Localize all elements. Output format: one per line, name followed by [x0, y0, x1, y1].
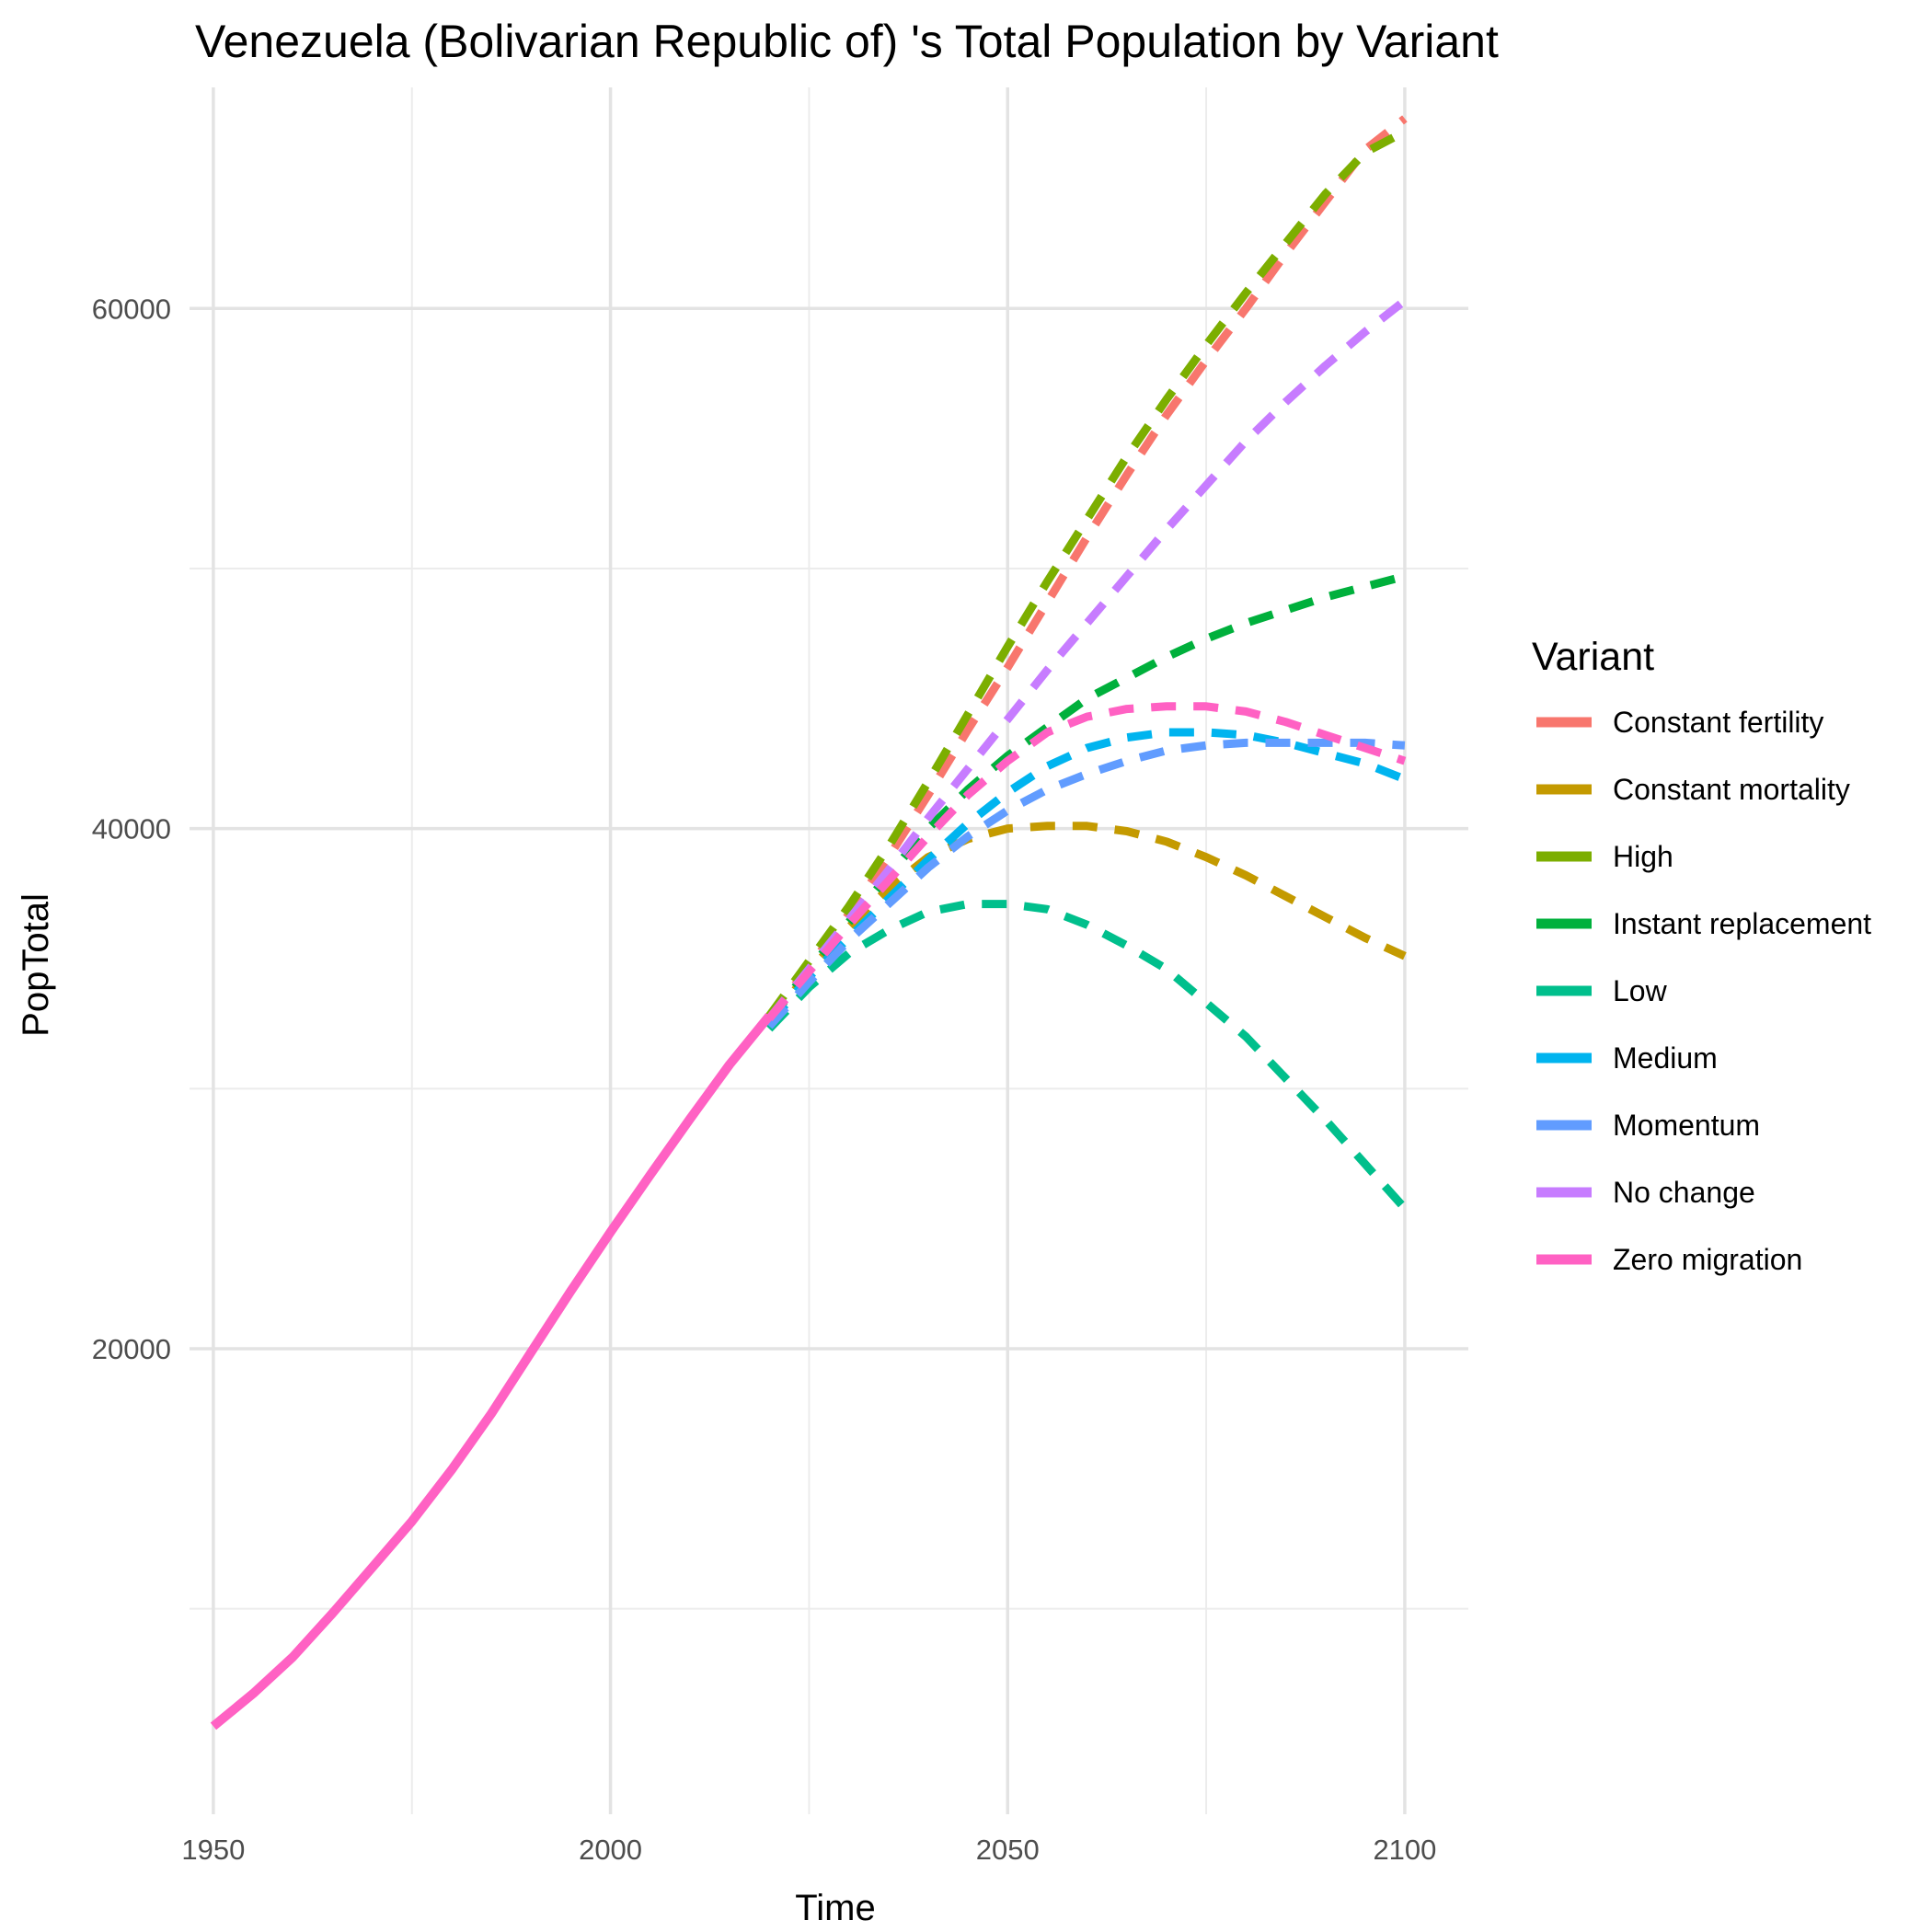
y-tick-label-40000: 40000: [92, 813, 171, 845]
series-line-no-change: [765, 297, 1408, 1021]
legend-label-instant-replacement: Instant replacement: [1613, 907, 1871, 940]
x-tick-label-2050: 2050: [976, 1834, 1040, 1866]
series-line-medium: [765, 728, 1407, 1027]
legend-label-medium: Medium: [1613, 1041, 1718, 1075]
y-tick-label-60000: 60000: [92, 293, 171, 325]
series-line-momentum: [765, 738, 1406, 1029]
legend-label-zero-migration: Zero migration: [1613, 1243, 1802, 1276]
legend-label-constant-fertility: Constant fertility: [1613, 706, 1823, 739]
series-line-high: [765, 128, 1407, 1018]
x-axis-title: Time: [795, 1888, 875, 1928]
series-line-constant-mortality: [765, 822, 1407, 1027]
legend-label-momentum: Momentum: [1613, 1109, 1760, 1142]
legend-label-constant-mortality: Constant mortality: [1613, 773, 1850, 806]
x-tick-label-1950: 1950: [181, 1834, 245, 1866]
x-tick-label-2000: 2000: [579, 1834, 642, 1866]
series-lines: [210, 115, 1409, 1731]
tick-labels: 1950 2000 2050 2100 20000 40000 60000: [92, 293, 1437, 1866]
legend: Variant Constant fertility Constant morta…: [1532, 635, 1871, 1276]
series-line-low: [765, 900, 1409, 1212]
y-axis-title: PopTotal: [16, 893, 56, 1037]
legend-label-high: High: [1613, 840, 1673, 873]
series-line-instant-replacement: [765, 572, 1407, 1024]
series-line-zero-migration: [765, 702, 1407, 1021]
x-tick-label-2100: 2100: [1373, 1834, 1436, 1866]
legend-label-low: Low: [1613, 974, 1668, 1007]
chart-title: Venezuela (Bolivarian Republic of) 's To…: [195, 16, 1499, 67]
y-tick-label-20000: 20000: [92, 1333, 171, 1365]
series-line-constant-fertility: [765, 115, 1408, 1021]
legend-title: Variant: [1532, 635, 1654, 679]
grid-lines: [190, 87, 1468, 1814]
legend-label-no-change: No change: [1613, 1176, 1755, 1209]
historical-line: [210, 1013, 774, 1731]
